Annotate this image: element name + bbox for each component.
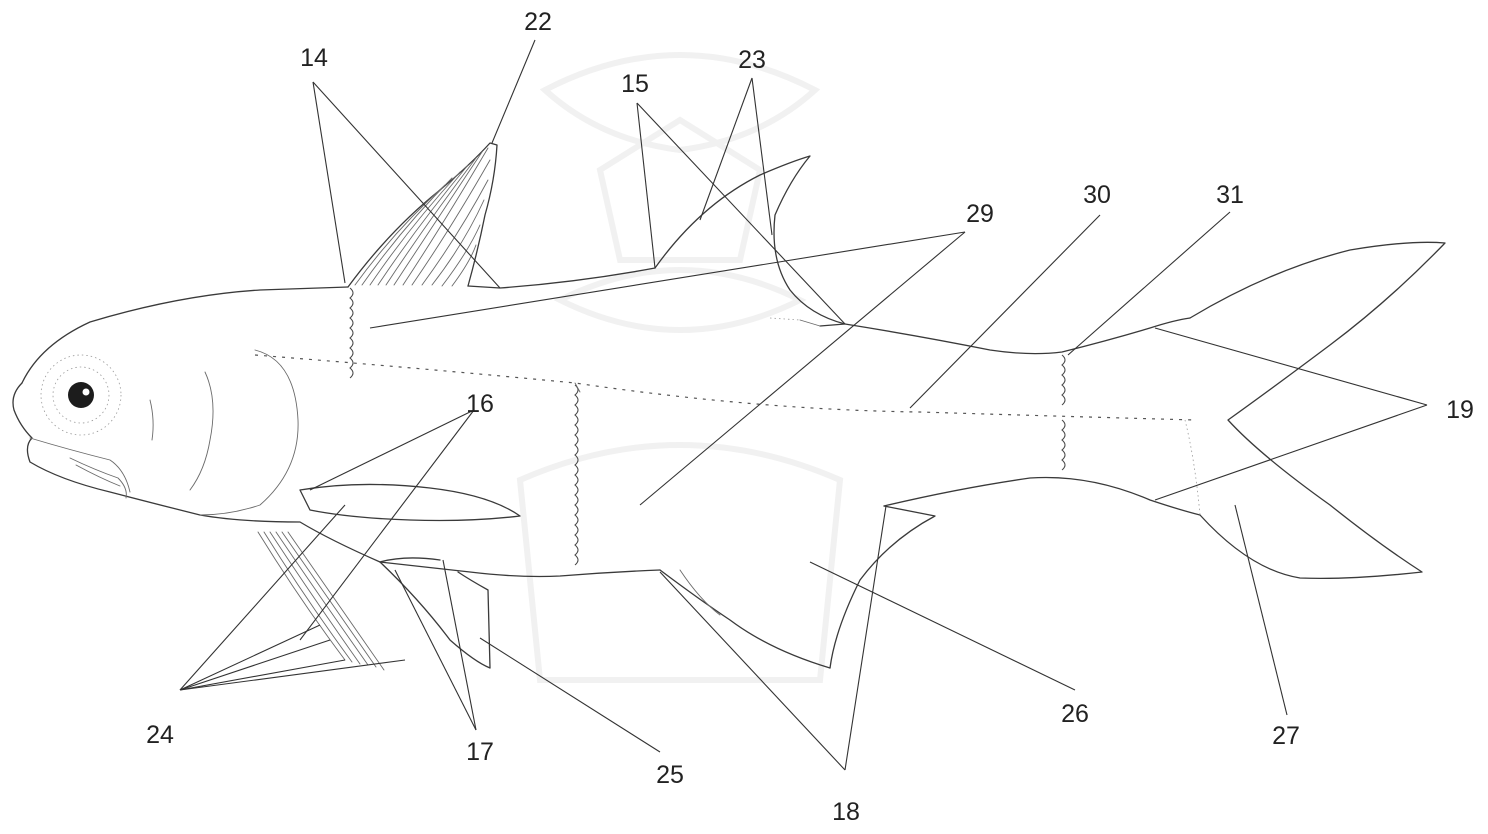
label-23: 23	[738, 46, 766, 74]
label-19: 19	[1446, 396, 1474, 424]
pectoral-fin	[299, 483, 521, 522]
ventral-profile	[199, 514, 661, 578]
label-29: 29	[966, 200, 994, 228]
watermark-emblem	[516, 52, 844, 683]
eye	[40, 354, 122, 436]
label-25: 25	[656, 761, 684, 789]
label-30: 30	[1083, 181, 1111, 209]
label-27: 27	[1272, 722, 1300, 750]
snout	[12, 382, 201, 516]
label-22: 22	[524, 8, 552, 36]
anal-fin	[679, 505, 936, 669]
label-15: 15	[621, 70, 649, 98]
fish-body	[12, 267, 1201, 669]
first-dorsal-fin	[347, 142, 498, 288]
label-17: 17	[466, 738, 494, 766]
opercle	[199, 349, 299, 516]
label-31: 31	[1216, 181, 1244, 209]
dorsal-profile	[21, 286, 349, 384]
part-labels: 14 22 15 23 29 30 31 19 16 24 17 25 18 2…	[146, 8, 1474, 826]
label-24: 24	[146, 721, 174, 749]
second-dorsal-fin	[654, 155, 846, 327]
scale-row-dorsal	[349, 287, 1066, 566]
caudal-fin	[1184, 241, 1446, 580]
label-26: 26	[1061, 700, 1089, 728]
leader-lines	[179, 39, 1428, 771]
label-18: 18	[832, 798, 860, 826]
label-14: 14	[300, 44, 328, 72]
lateral-line	[254, 354, 1196, 421]
pelvic-fins	[257, 531, 491, 671]
label-16: 16	[466, 390, 494, 418]
